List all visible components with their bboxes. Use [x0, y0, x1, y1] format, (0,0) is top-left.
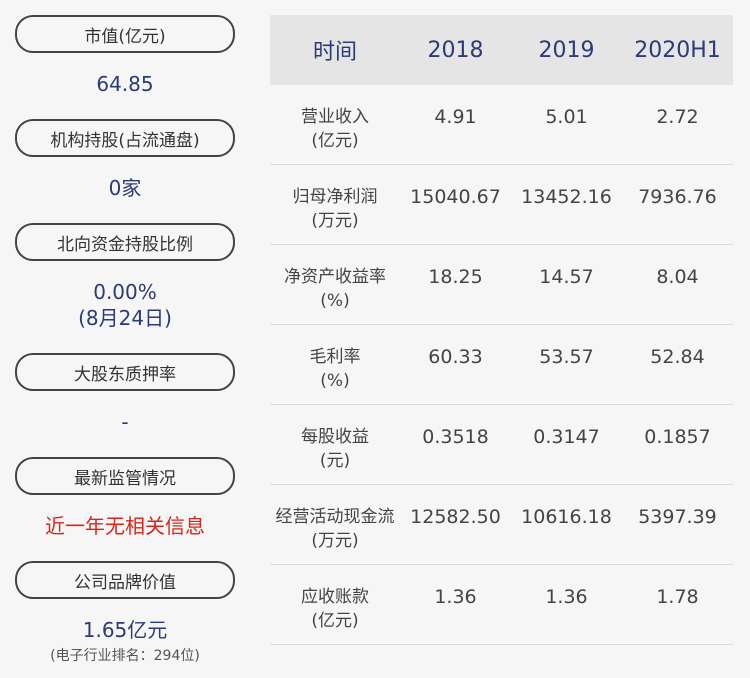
row-label: 应收账款 (亿元)	[301, 587, 369, 631]
cell-2018: 60.33	[428, 346, 483, 368]
brand-value-value: 1.65亿元	[82, 618, 168, 642]
table-row: 每股收益 (元) 0.3518 0.3147 0.1857	[270, 405, 733, 485]
cell-2020h1: 8.04	[656, 266, 699, 288]
northbound-ratio-label: 北向资金持股比例	[15, 223, 235, 261]
institution-holding-label: 机构持股(占流通盘)	[15, 119, 235, 157]
cell-2020h1: 7936.76	[638, 186, 717, 208]
cell-2020h1: 0.1857	[644, 426, 711, 448]
cell-2018: 4.91	[434, 106, 477, 128]
row-label: 毛利率 (%)	[309, 347, 361, 391]
table-row: 营业收入 (亿元) 4.91 5.01 2.72	[270, 85, 733, 165]
table-row: 毛利率 (%) 60.33 53.57 52.84	[270, 325, 733, 405]
header-2020h1: 2020H1	[634, 37, 721, 63]
row-label: 净资产收益率 (%)	[284, 267, 386, 311]
table-row: 应收账款 (亿元) 1.36 1.36 1.78	[270, 565, 733, 645]
cell-2018: 18.25	[428, 266, 483, 288]
header-time: 时间	[312, 40, 357, 65]
table-row: 归母净利润 (万元) 15040.67 13452.16 7936.76	[270, 165, 733, 245]
cell-2019: 14.57	[539, 266, 594, 288]
cell-2020h1: 52.84	[650, 346, 705, 368]
table-header: 时间 2018 2019 2020H1	[270, 15, 733, 85]
cell-2019: 13452.16	[521, 186, 612, 208]
market-cap-label: 市值(亿元)	[15, 15, 235, 53]
institution-holding-value: 0家	[108, 176, 142, 200]
cell-2020h1: 5397.39	[638, 506, 717, 528]
cell-2019: 10616.18	[521, 506, 612, 528]
cell-2018: 1.36	[434, 586, 477, 608]
regulation-label: 最新监管情况	[15, 457, 235, 495]
cell-2020h1: 1.78	[656, 586, 699, 608]
pledge-rate-label: 大股东质押率	[15, 353, 235, 391]
table-row: 净资产收益率 (%) 18.25 14.57 8.04	[270, 245, 733, 325]
financial-table: 时间 2018 2019 2020H1 营业收入 (亿元) 4.91 5.01 2…	[270, 15, 733, 645]
regulation-value: 近一年无相关信息	[45, 514, 205, 538]
cell-2019: 53.57	[539, 346, 594, 368]
market-cap-value: 64.85	[96, 72, 154, 96]
row-label: 归母净利润 (万元)	[292, 187, 378, 231]
cell-2018: 0.3518	[422, 426, 489, 448]
cell-2020h1: 2.72	[656, 106, 699, 128]
cell-2019: 5.01	[545, 106, 588, 128]
pledge-rate-value: -	[121, 410, 129, 434]
header-2019: 2019	[538, 37, 595, 63]
cell-2018: 15040.67	[410, 186, 501, 208]
row-label: 每股收益 (元)	[301, 427, 369, 471]
cell-2019: 1.36	[545, 586, 588, 608]
table-row: 经营活动现金流 (万元) 12582.50 10616.18 5397.39	[270, 485, 733, 565]
brand-rank-note: (电子行业排名：294位)	[50, 648, 200, 664]
brand-value-label: 公司品牌价值	[15, 561, 235, 599]
header-2018: 2018	[427, 37, 484, 63]
cell-2019: 0.3147	[533, 426, 600, 448]
northbound-ratio-date: (8月24日)	[78, 306, 172, 330]
northbound-ratio-value: 0.00%	[93, 280, 157, 304]
row-label: 经营活动现金流 (万元)	[275, 507, 395, 551]
row-label: 营业收入 (亿元)	[301, 107, 369, 151]
cell-2018: 12582.50	[410, 506, 501, 528]
